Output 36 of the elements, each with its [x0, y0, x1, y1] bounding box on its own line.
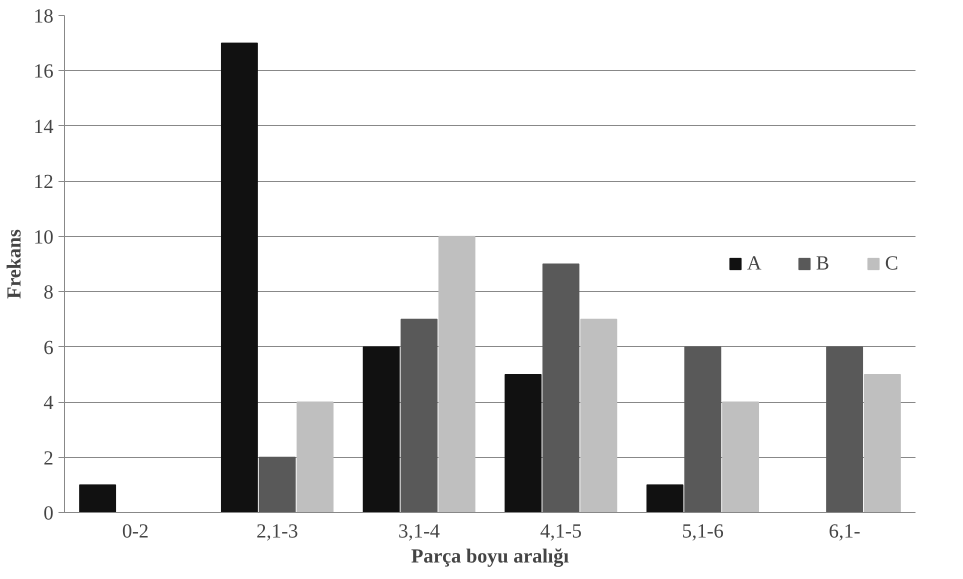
bar	[362, 346, 400, 512]
bar	[722, 402, 760, 512]
x-tick-label: 4,1-5	[540, 520, 582, 542]
bar	[220, 42, 258, 512]
legend-label: C	[885, 252, 900, 275]
bar	[438, 236, 476, 512]
legend-label: B	[816, 252, 830, 275]
bar	[296, 402, 334, 512]
bar	[258, 456, 296, 512]
x-tick-label: 0-2	[122, 520, 149, 542]
y-tick-label: 14	[34, 116, 54, 138]
y-tick-label: 0	[44, 502, 54, 524]
x-tick-label: 5,1-6	[682, 520, 724, 542]
y-tick-label: 8	[44, 282, 54, 304]
bar	[864, 374, 901, 512]
x-tick-label: 6,1-	[828, 520, 860, 542]
bar	[826, 346, 864, 512]
y-tick-label: 4	[44, 392, 54, 414]
x-tick-label: 3,1-4	[398, 520, 440, 542]
legend-label: A	[747, 252, 762, 275]
bar	[542, 264, 580, 512]
bar	[400, 318, 438, 512]
x-axis-title: Parça boyu aralığı	[411, 546, 570, 568]
bar	[684, 346, 722, 512]
y-tick-label: 16	[34, 60, 54, 83]
y-tick-label: 12	[34, 171, 54, 194]
bar	[79, 484, 116, 512]
bar	[646, 484, 684, 512]
y-tick-label: 2	[44, 447, 54, 470]
y-tick-label: 18	[34, 6, 54, 28]
bar	[580, 318, 618, 512]
y-axis-title: Frekans	[4, 228, 26, 299]
x-tick-label: 2,1-3	[256, 520, 298, 542]
y-tick-label: 10	[34, 226, 54, 248]
y-tick-label: 6	[44, 336, 54, 359]
bar	[504, 374, 542, 512]
